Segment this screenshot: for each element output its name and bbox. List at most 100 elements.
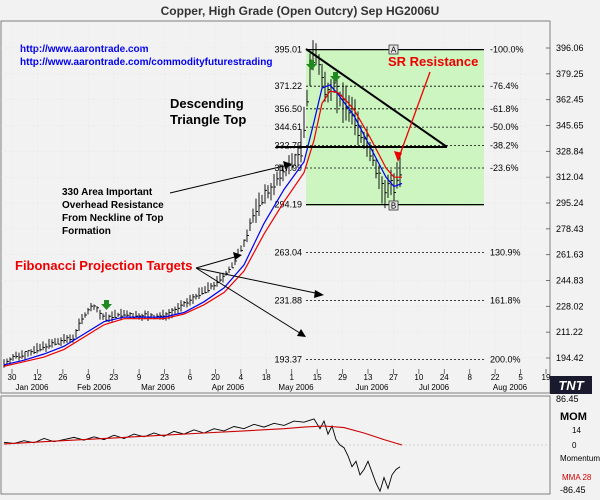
y-tick-label: 312.04 [556, 172, 584, 182]
annotation-330-line3: From Neckline of Top [62, 213, 164, 224]
momentum-zero-label: 0 [572, 441, 577, 450]
green-down-arrow-icon [101, 300, 112, 310]
momentum-legend: Momentum [560, 454, 600, 463]
sr-arrow-line [397, 71, 431, 161]
fib-target-arrows [195, 255, 321, 336]
y-tick-label: 194.42 [556, 353, 584, 363]
descending-trendline [305, 48, 448, 148]
ma-slow-line [3, 90, 402, 367]
area-330-arrow-line [169, 164, 289, 194]
x-tick-label: 23 [160, 373, 169, 382]
x-month-label: Feb 2006 [77, 383, 111, 392]
y-tick-label: 295.24 [556, 198, 584, 208]
x-month-label: Jul 2006 [419, 383, 450, 392]
link-commodity-futures[interactable]: http://www.aarontrade.com/commodityfutur… [20, 57, 272, 68]
x-tick-label: 12 [33, 373, 42, 382]
x-tick-label: 30 [8, 373, 17, 382]
x-tick-label: 24 [440, 373, 449, 382]
fib-price-label: 294.19 [274, 200, 302, 210]
fib-pct-label: -100.0% [490, 45, 524, 55]
marker-a-label: A [391, 46, 397, 55]
fib-price-label: 317.99 [274, 163, 302, 173]
fib-price-label: 231.88 [274, 295, 302, 305]
annotation-fib-targets: Fibonacci Projection Targets [15, 258, 192, 273]
y-tick-label: 379.25 [556, 69, 584, 79]
fib-pct-label: 200.0% [490, 355, 521, 365]
fib-arrow-head [297, 329, 306, 337]
fib-price-label: 332.72 [274, 140, 302, 150]
sr-arrow-head [394, 151, 402, 162]
annotation-sr-resistance: SR Resistance [388, 54, 478, 69]
area-330-arrow-head [283, 161, 292, 169]
annotation-triangle-top: Triangle Top [170, 112, 246, 127]
momentum-title: MOM [560, 411, 587, 423]
tnt-logo: TNT [550, 376, 592, 394]
x-month-label: Jan 2006 [16, 383, 49, 392]
y-tick-label: 211.22 [556, 327, 583, 337]
momentum-max-label: 86.45 [556, 394, 579, 404]
momentum-period: 14 [572, 426, 581, 435]
x-axis-ticks: 30 12 26 9 23 9 23 6 20 4 18 1 15 29 13 27 10 24 8 22 5 19 Jan… [8, 369, 551, 392]
mma-legend: MMA 28 [562, 473, 592, 482]
x-tick-label: 26 [58, 373, 67, 382]
y-tick-label: 396.06 [556, 43, 584, 53]
fibonacci-levels: 395.01 -100.0% 371.22 -76.4% 356.50 -61.8% 344… [274, 45, 523, 365]
x-tick-label: 22 [491, 373, 500, 382]
fib-target-arrow-heads [233, 252, 324, 337]
x-tick-label: 8 [467, 373, 472, 382]
y-tick-label: 278.43 [556, 224, 584, 234]
fib-arrow-head [233, 252, 242, 260]
x-month-label: Aug 2006 [493, 383, 528, 392]
x-month-label: Apr 2006 [212, 383, 245, 392]
fib-pct-label: -61.8% [490, 104, 519, 114]
x-tick-label: 9 [86, 373, 91, 382]
marker-a [388, 44, 399, 55]
mma-line [3, 425, 403, 446]
x-tick-label: 19 [542, 373, 551, 382]
x-tick-label: 5 [518, 373, 523, 382]
link-aarontrade[interactable]: http://www.aarontrade.com [20, 44, 149, 55]
x-tick-label: 6 [188, 373, 193, 382]
x-tick-label: 18 [262, 373, 271, 382]
marker-b [388, 200, 399, 211]
y-tick-label: 345.65 [556, 121, 584, 131]
down-arrow-icons [101, 60, 341, 310]
fib-pct-label: 161.8% [490, 295, 521, 305]
y-axis-ticks: 396.06 379.25 362.45 345.65 328.84 312.04 295.… [546, 43, 584, 363]
fib-arrow-line [195, 267, 304, 336]
momentum-line [3, 418, 401, 493]
annotation-330-line2: Overhead Resistance [62, 200, 164, 211]
marker-b-label: B [391, 202, 396, 211]
x-tick-label: 13 [364, 373, 373, 382]
green-down-arrow-icon [330, 72, 341, 82]
x-tick-label: 20 [211, 373, 220, 382]
fib-price-label: 371.22 [274, 81, 302, 91]
ma-fast-line [3, 84, 403, 366]
x-tick-label: 9 [137, 373, 142, 382]
fib-pct-label: 130.9% [490, 248, 521, 258]
y-tick-label: 328.84 [556, 146, 584, 156]
tnt-logo-background [550, 376, 592, 394]
fib-price-label: 344.61 [274, 122, 302, 132]
fib-pct-label: -50.0% [490, 122, 519, 132]
x-month-label: Jun 2006 [356, 383, 389, 392]
fib-price-label: 395.01 [274, 45, 302, 55]
x-tick-label: 27 [389, 373, 398, 382]
x-tick-label: 1 [289, 373, 294, 382]
momentum-panel [0, 395, 551, 495]
annotation-descending: Descending [170, 96, 244, 111]
gridlines [1, 22, 547, 369]
x-tick-label: 10 [414, 373, 423, 382]
x-month-label: May 2006 [278, 383, 314, 392]
x-tick-label: 29 [338, 373, 347, 382]
x-tick-label: 4 [239, 373, 244, 382]
chart-title: Copper, High Grade (Open Outcry) Sep HG2… [161, 4, 440, 18]
fib-pct-label: -23.6% [490, 163, 519, 173]
momentum-lines [3, 418, 403, 493]
y-tick-label: 362.45 [556, 95, 584, 105]
green-down-arrow-icon [306, 60, 317, 70]
y-tick-label: 244.83 [556, 276, 584, 286]
x-tick-label: 15 [313, 373, 322, 382]
